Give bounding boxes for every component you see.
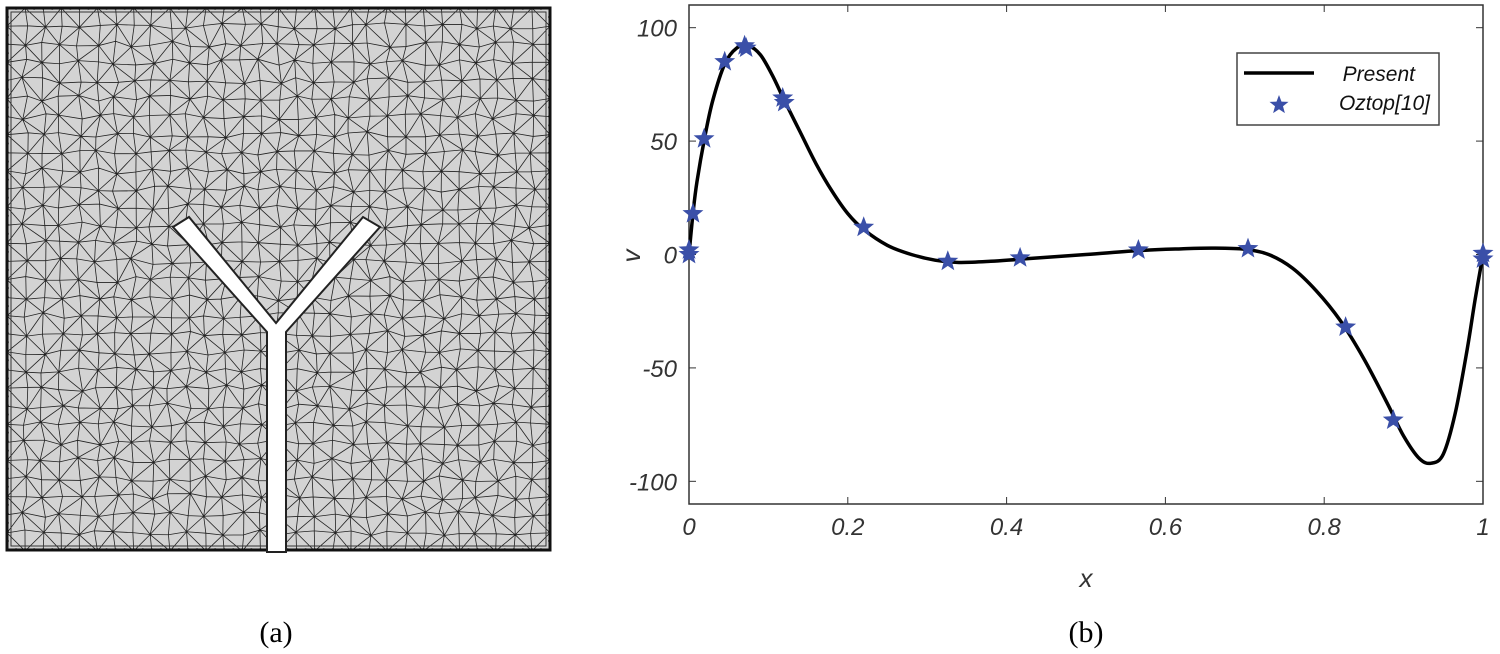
legend-star-icon (1269, 95, 1289, 114)
x-tick-label: 0.4 (990, 514, 1023, 541)
series-oztop-star-marker (1009, 246, 1031, 267)
series-oztop-star-marker (1382, 409, 1404, 429)
series-oztop-star-marker (773, 91, 795, 112)
legend-label-present: Present (1343, 63, 1417, 86)
legend-label-oztop: Oztop[10] (1339, 92, 1431, 115)
caption-a: (a) (259, 616, 292, 649)
y-shaped-slot (171, 215, 382, 553)
caption-b: (b) (1069, 616, 1104, 649)
series-oztop-star-marker (714, 50, 736, 71)
series-oztop-star-marker (682, 202, 704, 223)
series-oztop-star-marker (1335, 316, 1357, 336)
legend: Present Oztop[10] (1236, 52, 1440, 126)
series-oztop-star-marker (693, 127, 715, 148)
series-oztop-star-marker (853, 216, 875, 237)
mesh-panel (5, 6, 552, 553)
series-oztop-star-marker (1237, 237, 1259, 258)
series-oztop-star-marker (1472, 248, 1494, 268)
x-tick-label: 0.2 (831, 514, 864, 541)
x-tick-label: 0 (682, 514, 696, 541)
x-axis-label: x (1078, 563, 1094, 593)
legend-box (1236, 52, 1440, 126)
series-oztop-star-marker (937, 250, 959, 271)
series-oztop-star-marker (678, 239, 700, 259)
x-tick-label: 1 (1476, 514, 1489, 541)
y-tick-label: -50 (642, 356, 677, 383)
x-tick-label: 0.8 (1308, 514, 1342, 541)
series-oztop-star-marker (1127, 239, 1149, 259)
y-tick-label: 50 (650, 129, 677, 156)
y-axis-label: v (616, 248, 646, 263)
chart-panel: 0 0.2 0.4 0.6 0.8 1 100 50 0 -50 -100 x v Present … (616, 4, 1494, 593)
y-tick-label: 0 (664, 243, 678, 270)
y-tick-label: -100 (629, 469, 678, 496)
series-oztop-star-marker (735, 37, 757, 57)
x-tick-label: 0.6 (1149, 514, 1183, 541)
y-tick-label: 100 (637, 16, 678, 43)
